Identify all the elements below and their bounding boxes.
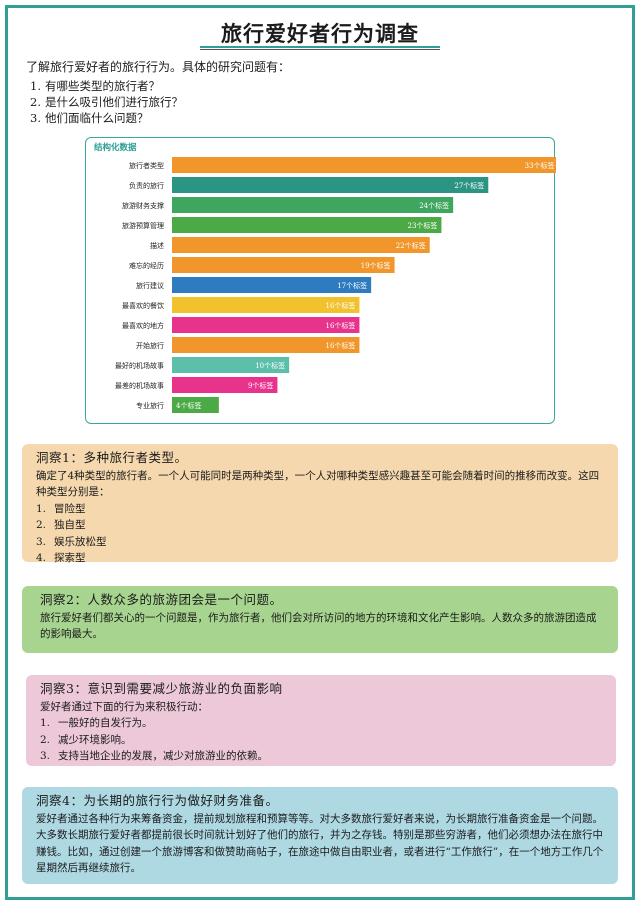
insight-title: 洞察1：多种旅行者类型。: [36, 450, 188, 465]
list-item: 1. 一般好的自发行为。: [40, 717, 153, 729]
list-item: 2. 独自型: [36, 519, 86, 531]
category-label: 描述: [150, 241, 164, 250]
category-label: 最喜欢的地方: [122, 321, 164, 330]
category-label: 旅游财务支撑: [122, 201, 164, 210]
bar: [172, 237, 430, 253]
bar: [172, 337, 360, 353]
data-label: 16个标签: [326, 301, 356, 310]
insight-title: 洞察2：人数众多的旅游团会是一个问题。: [40, 592, 283, 607]
data-label: 22个标签: [396, 241, 426, 250]
insight-body: 旅行爱好者们都关心的一个问题是，作为旅行者，他们会对所访问的地方的环境和文化产生…: [40, 611, 597, 641]
chart-card: 结构化数据 旅行者类型 33个标签负责的旅行 27个标签旅游财务支撑 24个标签旅游预…: [85, 137, 556, 424]
category-label: 难忘的经历: [129, 261, 164, 270]
list-item: 3. 娱乐放松型: [36, 535, 107, 548]
insight-card-2: 洞察2：人数众多的旅游团会是一个问题。 旅行爱好者们都关心的一个问题是，作为旅行…: [22, 586, 618, 653]
insight-card-4: 洞察4：为长期的旅行行为做好财务准备。 爱好者通过各种行为来筹备资金，提前规划旅…: [22, 787, 618, 884]
bar: [172, 357, 290, 373]
data-label: 16个标签: [326, 341, 356, 350]
title-underline-thin: [200, 49, 440, 50]
category-label: 专业旅行: [136, 401, 164, 410]
title-underline: [200, 46, 440, 48]
category-label: 旅行建议: [136, 281, 164, 290]
insight-body: 爱好者通过下面的行为来积极行动：: [40, 700, 208, 713]
page-border: [5, 5, 635, 900]
list-item: 3. 支持当地企业的发展，减少对旅游业的依赖。: [40, 750, 268, 762]
page-title: 旅行爱好者行为调查: [221, 21, 419, 46]
data-label: 4个标签: [176, 401, 201, 410]
question-item: 1. 有哪些类型的旅行者？: [30, 79, 160, 93]
bar: [172, 377, 278, 393]
bar: [172, 217, 442, 233]
insight-card-1: 洞察1：多种旅行者类型。 确定了4种类型的旅行者。一个人可能同时是两种类型，一个…: [22, 444, 618, 564]
data-label: 10个标签: [255, 361, 285, 370]
bar: [172, 317, 360, 333]
bar: [172, 297, 360, 313]
list-item: 2. 减少环境影响。: [40, 733, 132, 746]
bar: [172, 157, 556, 173]
data-label: 16个标签: [326, 321, 356, 330]
category-label: 旅行者类型: [129, 161, 164, 170]
category-label: 最喜欢的餐饮: [122, 301, 164, 310]
data-label: 19个标签: [361, 261, 391, 270]
bar: [172, 277, 372, 293]
category-label: 负责的旅行: [129, 181, 164, 190]
insight-title: 洞察4：为长期的旅行行为做好财务准备。: [36, 793, 279, 808]
bar: [172, 177, 489, 193]
question-item: 2. 是什么吸引他们进行旅行？: [30, 95, 183, 109]
bar: [172, 197, 454, 213]
category-label: 旅游预算管理: [122, 221, 164, 230]
question-item: 3. 他们面临什么问题？: [30, 111, 149, 125]
data-label: 23个标签: [408, 221, 438, 230]
data-label: 24个标签: [419, 201, 449, 210]
insight-title: 洞察3：意识到需要减少旅游业的负面影响: [40, 681, 283, 696]
data-label: 9个标签: [248, 381, 273, 390]
data-label: 17个标签: [337, 281, 367, 290]
data-label: 33个标签: [525, 161, 555, 170]
data-label: 27个标签: [454, 181, 484, 190]
list-item: 4. 探索型: [36, 552, 86, 564]
insight-body: 爱好者通过各种行为来筹备资金，提前规划旅程和预算等等。对大多数旅行爱好者来说，为…: [36, 812, 604, 875]
intro-text: 了解旅行爱好者的旅行行为。具体的研究问题有：: [26, 60, 291, 74]
research-questions: 1. 有哪些类型的旅行者？ 2. 是什么吸引他们进行旅行？ 3. 他们面临什么问题？: [30, 78, 187, 126]
category-label: 最好的机场故事: [115, 361, 164, 370]
insight-card-3: 洞察3：意识到需要减少旅游业的负面影响 爱好者通过下面的行为来积极行动： 1. 一…: [26, 675, 616, 766]
list-item: 1. 冒险型: [36, 502, 86, 515]
bar: [172, 397, 219, 413]
bar: [172, 257, 395, 273]
chart-title: 结构化数据: [94, 143, 137, 153]
insight-list: 1. 冒险型 2. 独自型 3. 娱乐放松型 4. 探索型: [36, 501, 604, 567]
category-label: 最差的机场故事: [115, 381, 164, 390]
title-block: 旅行爱好者行为调查: [0, 18, 640, 52]
insight-list: 1. 一般好的自发行为。 2. 减少环境影响。 3. 支持当地企业的发展，减少对旅游业…: [40, 715, 602, 765]
insight-body: 确定了4种类型的旅行者。一个人可能同时是两种类型，一个人对哪种类型感兴趣甚至可能…: [36, 469, 600, 499]
category-label: 开始旅行: [136, 341, 164, 350]
